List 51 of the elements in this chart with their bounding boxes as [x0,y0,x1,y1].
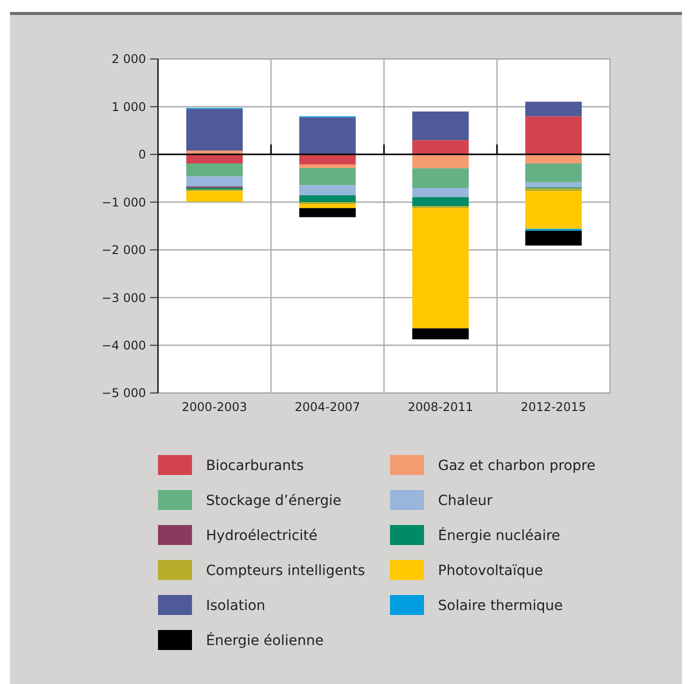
y-tick-label: −3 000 [102,290,146,305]
y-tick-label: 1 000 [112,100,146,114]
legend-label: Chaleur [438,492,493,509]
bar [299,154,356,164]
legend-label: Hydroélectricité [206,528,318,544]
bar [525,182,582,188]
bar [299,168,356,186]
bar [412,208,469,328]
bar [186,176,243,186]
bar [186,163,243,176]
x-tick-label: 2004-2007 [294,400,360,414]
bar [525,154,582,164]
bar [525,230,582,246]
legend-label: Photovoltaïque [438,562,544,579]
y-tick-label: 2 000 [112,52,146,66]
bar [525,116,582,154]
legend-label: Compteurs intelligents [206,562,366,579]
bar [525,163,582,182]
legend-label: Biocarburants [206,458,304,474]
legend-label: Gaz et charbon propre [438,458,596,474]
legend-label: Isolation [206,598,266,614]
bar [412,154,469,168]
bar [299,164,356,168]
y-tick-label: −1 000 [102,195,146,210]
bar [186,108,243,151]
legend-label: Énergie nucléaire [438,526,560,544]
bar [299,195,356,202]
y-tick-label: −5 000 [102,386,146,400]
bar [299,117,356,154]
x-tick-label: 2012-2015 [520,400,586,414]
legend-label: Énergie éolienne [206,632,324,649]
bar [412,328,469,340]
y-tick-label: 0 [138,148,146,162]
bar [186,154,243,164]
bar [525,191,582,229]
bar [412,197,469,206]
x-tick-label: 2008-2011 [408,400,474,414]
x-tick-label: 2000-2003 [182,400,248,414]
bar [412,168,469,188]
legend-label: Solaire thermique [438,598,563,614]
bar [412,188,469,198]
bar [299,208,356,218]
y-tick-label: −2 000 [102,243,146,258]
bar [299,204,356,208]
bar [412,140,469,154]
y-tick-label: −4 000 [102,338,146,352]
bar [186,191,243,202]
bar [525,102,582,116]
bar [299,185,356,196]
legend-label: Stockage d’énergie [206,492,342,509]
bar [412,111,469,140]
